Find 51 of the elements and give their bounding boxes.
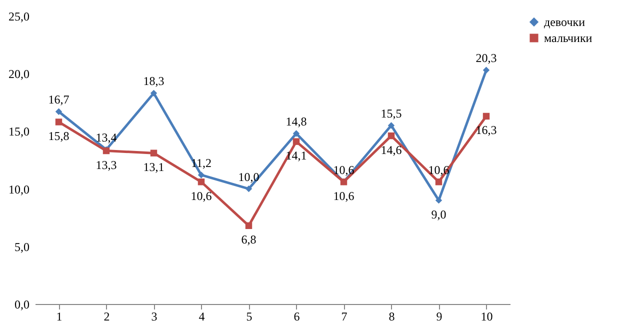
data-label: 15,8 <box>48 128 70 143</box>
x-tick-label: 4 <box>198 310 205 324</box>
data-label: 15,5 <box>380 106 402 120</box>
point <box>482 66 490 74</box>
point <box>435 178 442 186</box>
point <box>245 222 252 230</box>
legend-label: мальчики <box>544 31 593 45</box>
y-tick-label: 15,0 <box>8 124 30 139</box>
y-tick-label: 20,0 <box>8 67 30 82</box>
x-tick-label: 9 <box>436 310 442 324</box>
point <box>388 122 395 129</box>
point <box>198 178 205 186</box>
data-label: 10,6 <box>190 188 212 203</box>
data-label: 6,8 <box>241 232 256 247</box>
data-label: 14,8 <box>286 114 307 129</box>
point <box>198 172 205 178</box>
data-label: 10,6 <box>333 162 354 177</box>
x-tick-label: 8 <box>388 310 395 324</box>
data-label: 13,1 <box>143 160 164 174</box>
x-tick-label: 1 <box>56 310 62 324</box>
point <box>150 150 158 156</box>
data-label: 16,3 <box>476 123 497 138</box>
point <box>55 108 62 115</box>
point <box>292 130 300 137</box>
data-label: 9,0 <box>431 207 446 222</box>
y-tick-label: 5,0 <box>14 240 30 254</box>
data-label: 13,3 <box>96 158 117 172</box>
point <box>245 185 252 192</box>
x-tick-label: 3 <box>151 310 158 324</box>
point <box>292 138 300 145</box>
data-label: 18,3 <box>143 74 164 88</box>
point <box>55 118 62 126</box>
data-label: 13,4 <box>96 130 117 145</box>
x-tick-label: 5 <box>246 310 252 324</box>
point <box>482 112 490 120</box>
x-tick-label: 2 <box>104 310 110 324</box>
data-label: 20,3 <box>476 51 497 66</box>
legend-label: девочки <box>544 15 586 29</box>
x-tick-label: 7 <box>341 310 348 324</box>
data-label: 14,6 <box>380 142 402 157</box>
point <box>150 90 158 97</box>
data-label: 10,6 <box>333 188 354 203</box>
point <box>435 196 442 204</box>
data-label: 10,0 <box>238 170 260 184</box>
y-tick-label: 25,0 <box>8 10 30 24</box>
y-tick-label: 10,0 <box>8 182 30 196</box>
data-label: 16,7 <box>48 92 70 107</box>
x-tick-label: 6 <box>294 310 300 324</box>
point <box>388 132 395 140</box>
x-tick-label: 10 <box>480 310 493 324</box>
y-tick-label: 0,0 <box>14 298 30 312</box>
